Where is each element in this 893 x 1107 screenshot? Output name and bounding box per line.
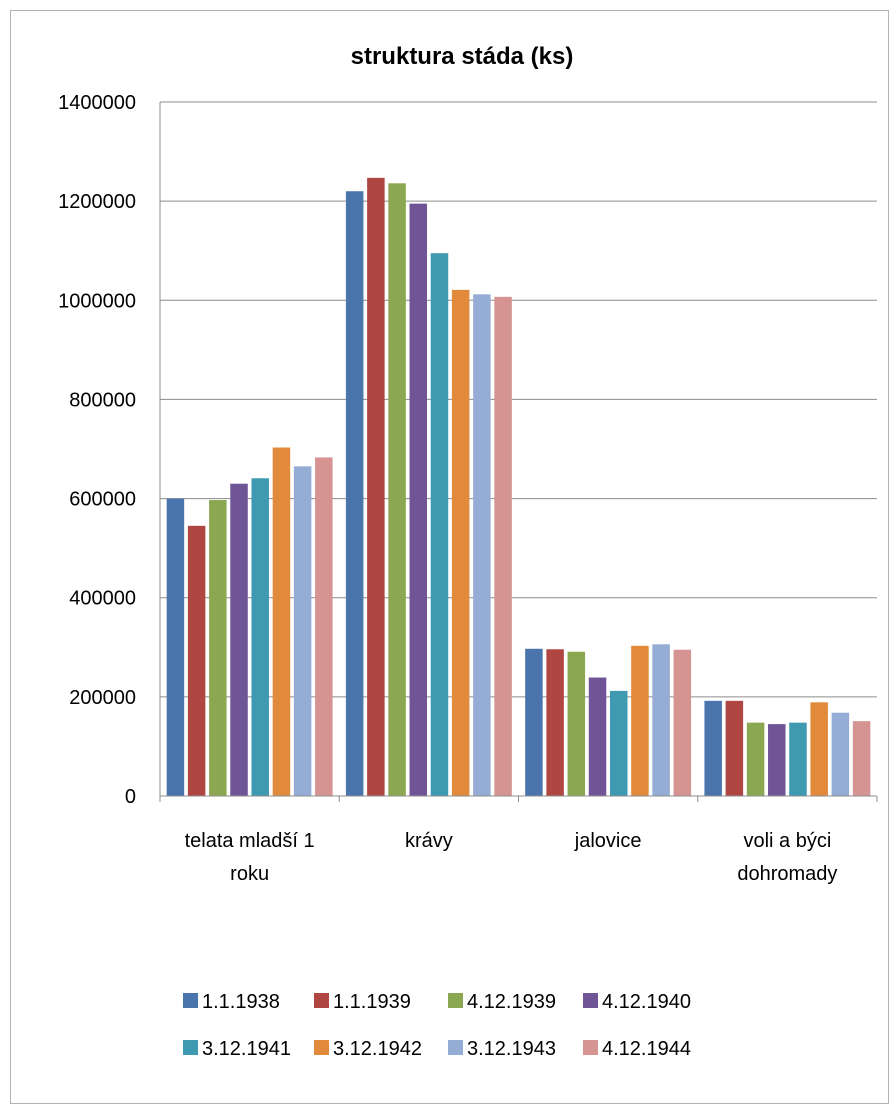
- legend-swatch: [183, 1040, 198, 1055]
- bar: [166, 498, 185, 796]
- bar: [293, 466, 312, 796]
- y-tick-label: 600000: [69, 489, 136, 511]
- bar: [367, 177, 385, 796]
- y-tick-label: 400000: [69, 588, 136, 610]
- bar: [451, 289, 470, 796]
- category-label: dohromady: [737, 863, 837, 885]
- legend-label: 4.12.1944: [602, 1038, 691, 1060]
- chart-title: struktura stáda (ks): [351, 43, 574, 70]
- legend-swatch: [314, 993, 329, 1008]
- bar: [609, 690, 628, 796]
- y-tick-label: 800000: [69, 389, 136, 411]
- bar: [230, 483, 248, 796]
- category-label: krávy: [405, 830, 453, 852]
- bar: [546, 649, 564, 796]
- bars: [166, 177, 871, 797]
- legend-label: 3.12.1943: [467, 1038, 556, 1060]
- bar: [187, 525, 206, 796]
- bar: [388, 183, 406, 797]
- bar: [789, 722, 807, 796]
- category-labels: telata mladší 1 roku krávy jalovice voli a b…: [185, 830, 838, 885]
- bar: [251, 478, 269, 796]
- bar: [810, 702, 828, 796]
- category-label: roku: [230, 863, 269, 885]
- bar: [494, 296, 512, 796]
- y-tick-label: 200000: [69, 687, 136, 709]
- bar: [409, 203, 428, 796]
- bar: [588, 677, 607, 796]
- bar: [345, 191, 364, 796]
- bar: [567, 651, 586, 796]
- bar: [831, 712, 850, 796]
- legend-label: 4.12.1940: [602, 991, 691, 1013]
- legend-swatch: [448, 1040, 463, 1055]
- bar: [631, 645, 649, 796]
- bar: [272, 447, 291, 796]
- bar: [652, 644, 670, 796]
- bar: [852, 721, 871, 796]
- bar: [209, 500, 227, 796]
- chart-frame: [10, 10, 889, 1104]
- y-tick-label: 1200000: [58, 191, 136, 213]
- bar: [746, 722, 765, 796]
- bar: [525, 648, 543, 796]
- y-tick-label: 1400000: [58, 92, 136, 114]
- bar: [473, 294, 491, 796]
- legend-label: 4.12.1939: [467, 991, 556, 1013]
- legend-label: 3.12.1942: [333, 1038, 422, 1060]
- legend-swatch: [183, 993, 198, 1008]
- bar: [315, 457, 333, 796]
- legend-label: 1.1.1938: [202, 991, 280, 1013]
- x-axis: [159, 102, 878, 802]
- y-tick-label: 1000000: [58, 290, 136, 312]
- y-tick-label: 0: [125, 786, 136, 808]
- legend-swatch: [448, 993, 463, 1008]
- legend-label: 3.12.1941: [202, 1038, 291, 1060]
- bar: [673, 649, 692, 796]
- bar: [430, 253, 449, 796]
- bar: [768, 724, 786, 796]
- category-label: telata mladší 1: [185, 830, 315, 852]
- legend-swatch: [314, 1040, 329, 1055]
- bar: [725, 700, 744, 796]
- legend-label: 1.1.1939: [333, 991, 411, 1013]
- legend: 1.1.1938 1.1.1939 4.12.1939 4.12.1940 3.12.1…: [183, 991, 691, 1060]
- legend-swatch: [583, 1040, 598, 1055]
- category-label: voli a býci: [743, 830, 831, 852]
- bar: [704, 700, 722, 796]
- category-label: jalovice: [574, 830, 642, 852]
- y-axis-ticks: 0 200000 400000 600000 800000 1000000 1200000 1…: [58, 92, 136, 808]
- legend-swatch: [583, 993, 598, 1008]
